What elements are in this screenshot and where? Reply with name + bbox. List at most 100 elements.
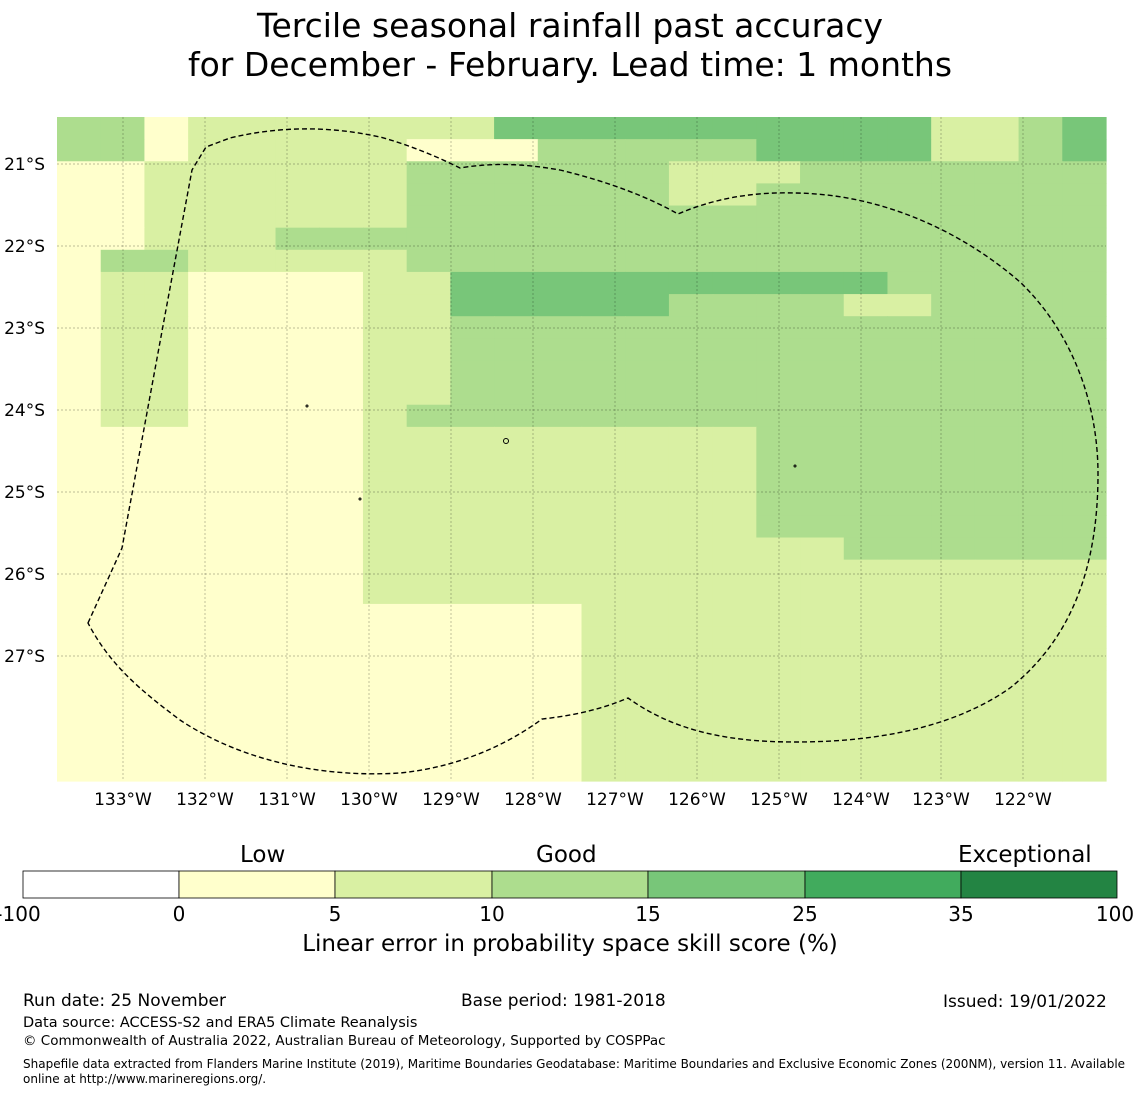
- skill-cell: [231, 426, 277, 450]
- latitude-label: 21°S: [4, 155, 45, 175]
- skill-cell: [537, 471, 583, 494]
- skill-cell: [625, 249, 670, 273]
- skill-cell: [581, 758, 626, 782]
- skill-cell: [1018, 626, 1063, 649]
- latitude-labels: 21°S 22°S 23°S 24°S 25°S 26°S 27°S: [4, 155, 45, 667]
- skill-cell: [974, 227, 1020, 251]
- skill-cell: [1062, 449, 1107, 472]
- skill-cell: [362, 183, 408, 207]
- skill-cell: [100, 117, 146, 140]
- skill-cell: [625, 271, 670, 295]
- skill-cell: [494, 294, 539, 317]
- skill-cell: [625, 537, 670, 561]
- skill-cell: [494, 515, 539, 539]
- skill-cell: [843, 626, 889, 649]
- skill-cell: [712, 648, 757, 671]
- longitude-label: 128°W: [504, 790, 562, 810]
- skill-cell: [537, 205, 583, 229]
- skill-cell: [406, 404, 451, 428]
- skill-cell: [231, 515, 277, 539]
- skill-cell: [581, 426, 626, 450]
- skill-cell: [144, 227, 189, 251]
- skill-cell: [581, 294, 626, 317]
- skill-cell: [931, 670, 976, 694]
- skill-cell: [450, 692, 495, 716]
- skill-cell: [974, 117, 1020, 140]
- skill-cell: [1018, 670, 1063, 694]
- skill-cell: [843, 449, 889, 472]
- skill-cell: [275, 360, 320, 384]
- skill-cell: [494, 603, 539, 627]
- skill-cell: [100, 559, 146, 583]
- skill-cell: [712, 449, 757, 472]
- skill-cell: [144, 626, 189, 649]
- skill-cell: [537, 626, 583, 649]
- skill-cell: [494, 249, 539, 273]
- skill-cell: [231, 294, 277, 317]
- skill-cell: [843, 205, 889, 229]
- skill-cell: [756, 404, 801, 428]
- skill-cell: [494, 117, 539, 140]
- skill-cell: [974, 404, 1020, 428]
- skill-cell: [494, 449, 539, 472]
- skill-cell: [537, 227, 583, 251]
- skill-cell: [625, 426, 670, 450]
- skill-cell: [188, 581, 233, 605]
- longitude-label: 123°W: [912, 790, 970, 810]
- skill-cell: [800, 449, 845, 472]
- skill-cell: [581, 714, 626, 738]
- skill-cell: [231, 758, 277, 782]
- skill-cell: [231, 360, 277, 384]
- skill-cell: [144, 493, 189, 516]
- skill-cell: [668, 758, 714, 782]
- skill-cell: [1062, 559, 1107, 583]
- skill-cell: [712, 670, 757, 694]
- skill-cell: [57, 294, 102, 317]
- skill-cell: [668, 404, 714, 428]
- skill-cell: [537, 515, 583, 539]
- skill-cell: [843, 294, 889, 317]
- skill-cell: [537, 559, 583, 583]
- skill-cell: [362, 205, 408, 229]
- skill-cell: [188, 117, 233, 140]
- skill-cell: [668, 360, 714, 384]
- skill-cell: [537, 581, 583, 605]
- skill-cell: [494, 758, 539, 782]
- skill-cell: [974, 537, 1020, 561]
- skill-cell: [275, 515, 320, 539]
- skill-cell: [275, 603, 320, 627]
- skill-cell: [362, 493, 408, 516]
- skill-cell: [275, 736, 320, 760]
- skill-cell: [188, 338, 233, 362]
- skill-cell: [231, 471, 277, 494]
- skill-cell: [231, 404, 277, 428]
- skill-cell: [625, 559, 670, 583]
- skill-cell: [843, 316, 889, 339]
- skill-cell: [319, 382, 364, 406]
- skill-cell: [188, 205, 233, 229]
- skill-cell: [843, 515, 889, 539]
- skill-cell: [843, 227, 889, 251]
- skill-cell: [712, 294, 757, 317]
- skill-cell: [1062, 758, 1107, 782]
- skill-cell: [100, 515, 146, 539]
- skill-cell: [100, 271, 146, 295]
- skill-cell: [275, 714, 320, 738]
- colorbar-tick: 15: [635, 902, 661, 926]
- skill-cell: [887, 426, 932, 450]
- skill-cell: [275, 581, 320, 605]
- skill-cell: [537, 338, 583, 362]
- skill-cell: [319, 493, 364, 516]
- skill-cell: [712, 404, 757, 428]
- skill-cell: [362, 449, 408, 472]
- skill-cell: [494, 692, 539, 716]
- skill-cell: [581, 205, 626, 229]
- skill-cell: [362, 692, 408, 716]
- skill-cell: [100, 471, 146, 494]
- skill-cell: [931, 382, 976, 406]
- skill-cell: [188, 227, 233, 251]
- skill-cell: [931, 426, 976, 450]
- skill-cell: [974, 603, 1020, 627]
- skill-cell: [625, 338, 670, 362]
- skill-cell: [1062, 626, 1107, 649]
